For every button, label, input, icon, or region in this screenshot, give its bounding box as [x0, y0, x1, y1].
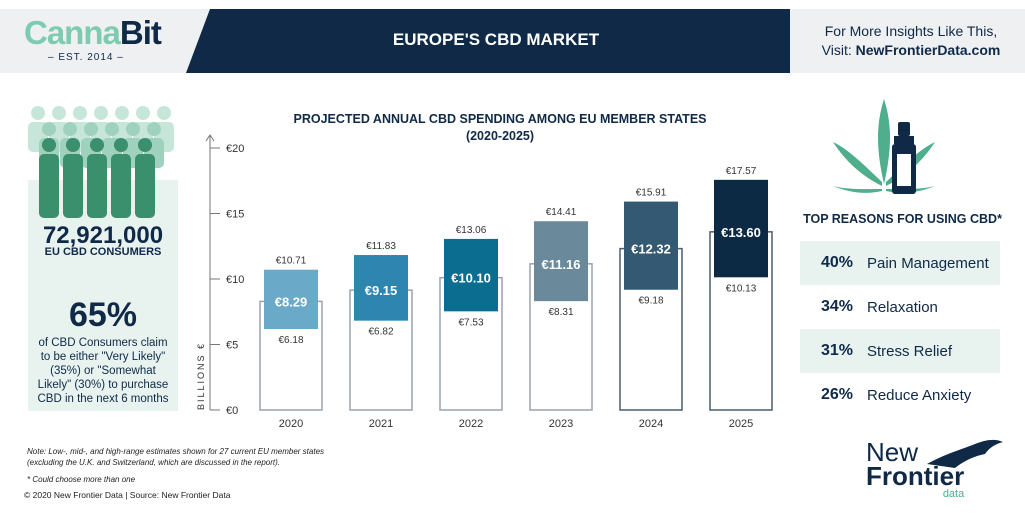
- header-title-banner: [186, 9, 806, 73]
- reason-item: 26% Reduce Anxiety: [820, 386, 972, 404]
- range-bar: [444, 238, 498, 312]
- y-tick-label: €5: [226, 340, 238, 352]
- x-tick-label: 2025: [729, 418, 753, 430]
- range-bar: [354, 255, 408, 321]
- reason-item: 34% Relaxation: [820, 298, 938, 316]
- mid-label: €11.16: [541, 257, 580, 272]
- high-label: €11.83: [366, 241, 396, 252]
- y-tick-label: €0: [226, 405, 238, 417]
- reasons-heading: TOP REASONS FOR USING CBD*: [803, 212, 1002, 226]
- new-frontier-logo: New Frontier data: [866, 437, 965, 500]
- low-label: €10.13: [726, 283, 757, 294]
- range-bar: [534, 221, 588, 302]
- high-label: €15.91: [636, 188, 667, 199]
- range-bar: [264, 269, 318, 330]
- mid-label: €9.15: [365, 283, 398, 298]
- x-tick-label: 2023: [549, 418, 573, 430]
- insights-text: For More Insights Like This, Visit: NewFr…: [821, 23, 1001, 58]
- high-label: €13.06: [456, 225, 487, 236]
- mid-label: €10.10: [451, 271, 491, 286]
- mid-label: €8.29: [275, 294, 308, 309]
- low-label: €6.18: [278, 335, 303, 346]
- footnote-asterisk: * Could choose more than one: [27, 475, 136, 484]
- low-label: €7.53: [458, 317, 483, 328]
- y-tick-label: €15: [226, 209, 244, 221]
- range-bar: [714, 179, 768, 278]
- people-icon: [28, 106, 174, 218]
- consumers-count: 72,921,000: [42, 222, 164, 249]
- x-tick-label: 2022: [459, 418, 483, 430]
- high-label: €14.41: [546, 207, 577, 218]
- header-logo-area: [0, 9, 210, 73]
- high-label: €10.71: [276, 256, 307, 267]
- y-tick-label: €10: [226, 274, 244, 286]
- low-label: €8.31: [548, 307, 573, 318]
- page-title: EUROPE'S CBD MARKET: [392, 30, 600, 49]
- cbd-leaf-dropper-icon: [833, 99, 935, 194]
- website-link[interactable]: NewFrontierData.com: [855, 42, 1001, 58]
- low-label: €6.82: [368, 327, 393, 338]
- consumer-stats-panel: [28, 180, 178, 411]
- x-tick-label: 2024: [639, 418, 663, 430]
- y-axis-arrow: [205, 134, 215, 142]
- low-label: €9.18: [638, 296, 663, 307]
- mid-label: €13.60: [721, 225, 761, 240]
- reason-item: 31% Stress Relief: [800, 329, 1000, 373]
- x-tick-label: 2020: [279, 418, 303, 430]
- range-bar: [624, 201, 678, 290]
- high-label: €17.57: [726, 166, 757, 177]
- chart-subtitle: (2020-2025): [466, 129, 534, 143]
- mid-label: €12.32: [631, 242, 671, 257]
- y-axis-label: BILLIONS €: [196, 342, 206, 410]
- cannabit-logo: CannaBit: [24, 14, 162, 51]
- header-insights-area: [790, 9, 1025, 73]
- reason-item: 40% Pain Management: [800, 241, 1000, 285]
- chart-title: PROJECTED ANNUAL CBD SPENDING AMONG EU M…: [294, 112, 707, 126]
- likely-text: of CBD Consumers claim to be either "Ver…: [37, 337, 169, 405]
- logo-est: – EST. 2014 –: [48, 52, 124, 63]
- x-tick-label: 2021: [369, 418, 393, 430]
- copyright: © 2020 New Frontier Data | Source: New F…: [24, 490, 231, 500]
- y-tick-label: €20: [226, 143, 244, 155]
- consumers-label: EU CBD CONSUMERS: [44, 246, 162, 258]
- spending-chart: PROJECTED ANNUAL CBD SPENDING AMONG EU M…: [196, 112, 773, 430]
- likely-percent: 65%: [68, 296, 138, 334]
- footnote: Note: Low-, mid-, and high-range estimat…: [27, 447, 325, 467]
- horse-logo-icon: [927, 439, 1003, 468]
